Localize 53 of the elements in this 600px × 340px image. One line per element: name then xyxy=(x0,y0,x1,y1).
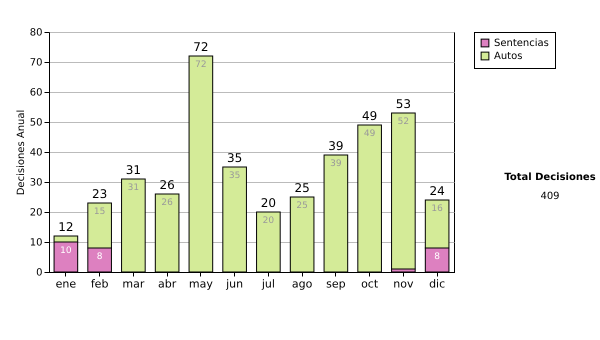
total-label: 53 xyxy=(396,97,412,111)
text: 409 xyxy=(539,191,561,202)
y-tick-label: 40 xyxy=(30,148,42,158)
x-tick-label: dic xyxy=(429,278,446,290)
total-label: 25 xyxy=(294,181,310,195)
x-tick-label: ene xyxy=(56,278,76,290)
total-label: 72 xyxy=(193,40,209,54)
total-label: 35 xyxy=(226,151,242,165)
data-label: 35 xyxy=(228,171,240,181)
x-tick-label: oct xyxy=(361,278,379,290)
data-label: 26 xyxy=(161,198,174,208)
x-tick-label: abr xyxy=(158,278,177,290)
total-label: 23 xyxy=(92,187,108,201)
y-tick-label: 80 xyxy=(30,28,42,38)
x-tick-label: ago xyxy=(292,278,313,290)
x-tick-label: jun xyxy=(225,278,244,290)
data-label: 49 xyxy=(364,129,376,139)
total-label: 12 xyxy=(58,220,74,234)
y-tick-label: 0 xyxy=(36,268,42,278)
data-label: 39 xyxy=(330,159,342,169)
data-label: 8 xyxy=(434,252,440,262)
legend-label: Autos xyxy=(494,51,522,62)
total-label: 31 xyxy=(126,163,142,177)
data-label: 10 xyxy=(60,246,72,256)
x-tick-label: jul xyxy=(260,278,275,290)
y-tick-label: 20 xyxy=(30,208,42,218)
x-tick-label: feb xyxy=(90,278,108,290)
legend-label: Sentencias xyxy=(494,38,549,49)
data-label: 16 xyxy=(431,204,444,214)
y-axis-title: Decisiones Anual xyxy=(16,110,27,196)
x-tick-label: may xyxy=(188,278,214,290)
total-label: 39 xyxy=(328,139,344,153)
x-tick-label: sep xyxy=(326,278,346,290)
data-label: 20 xyxy=(262,216,274,226)
x-tick-label: mar xyxy=(122,278,145,290)
data-label: 8 xyxy=(96,252,103,262)
y-tick-label: 50 xyxy=(30,118,42,128)
bar xyxy=(391,112,416,270)
y-tick-label: 10 xyxy=(30,238,42,248)
data-label: 15 xyxy=(94,207,106,217)
data-label: 31 xyxy=(128,183,140,193)
total-label: 49 xyxy=(362,109,378,123)
total-label: 20 xyxy=(260,196,276,210)
y-tick-label: 70 xyxy=(30,58,42,68)
data-label: 72 xyxy=(195,60,207,70)
y-tick-label: 60 xyxy=(30,88,42,98)
x-tick-label: nov xyxy=(393,278,414,290)
data-label: 25 xyxy=(296,201,308,211)
text: Total Decisiones xyxy=(503,172,597,183)
total-label: 24 xyxy=(429,184,445,198)
total-label: 26 xyxy=(159,178,175,192)
data-label: 52 xyxy=(398,117,410,127)
y-tick-label: 30 xyxy=(30,178,42,188)
